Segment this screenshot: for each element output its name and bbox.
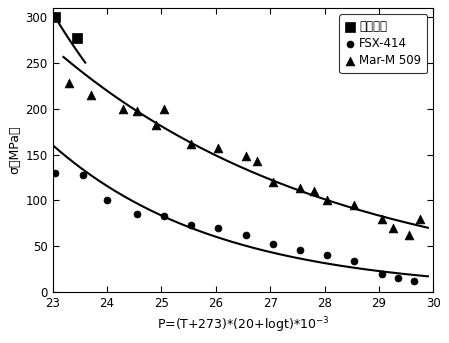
Mar-M 509 bbox=[215, 145, 222, 151]
发明合金 bbox=[52, 15, 59, 20]
FSX-414 bbox=[394, 275, 401, 281]
FSX-414 bbox=[269, 241, 277, 247]
FSX-414 bbox=[378, 272, 385, 277]
Mar-M 509 bbox=[87, 92, 94, 98]
FSX-414 bbox=[215, 225, 222, 230]
Mar-M 509 bbox=[188, 141, 195, 146]
FSX-414 bbox=[296, 247, 304, 252]
FSX-414 bbox=[160, 213, 167, 218]
Legend: 发明合金, FSX-414, Mar-M 509: 发明合金, FSX-414, Mar-M 509 bbox=[339, 14, 427, 73]
Y-axis label: σ（MPa）: σ（MPa） bbox=[9, 126, 22, 174]
FSX-414 bbox=[242, 232, 249, 238]
Mar-M 509 bbox=[296, 186, 304, 191]
FSX-414 bbox=[103, 198, 110, 203]
发明合金 bbox=[74, 35, 81, 40]
Mar-M 509 bbox=[416, 216, 423, 221]
Mar-M 509 bbox=[160, 106, 167, 111]
Mar-M 509 bbox=[351, 202, 358, 208]
Mar-M 509 bbox=[269, 179, 277, 185]
Mar-M 509 bbox=[242, 154, 249, 159]
Mar-M 509 bbox=[133, 108, 141, 114]
Mar-M 509 bbox=[389, 225, 396, 230]
Mar-M 509 bbox=[66, 81, 73, 86]
Mar-M 509 bbox=[324, 198, 331, 203]
Mar-M 509 bbox=[152, 122, 159, 128]
FSX-414 bbox=[324, 252, 331, 258]
FSX-414 bbox=[79, 172, 86, 177]
FSX-414 bbox=[351, 259, 358, 264]
FSX-414 bbox=[188, 222, 195, 228]
FSX-414 bbox=[411, 278, 418, 283]
Mar-M 509 bbox=[378, 216, 385, 221]
FSX-414 bbox=[133, 211, 141, 217]
FSX-414 bbox=[52, 170, 59, 176]
Mar-M 509 bbox=[253, 158, 260, 164]
X-axis label: P=(T+273)*(20+logt)*10$^{-3}$: P=(T+273)*(20+logt)*10$^{-3}$ bbox=[157, 315, 329, 335]
Mar-M 509 bbox=[120, 106, 127, 111]
Mar-M 509 bbox=[405, 232, 413, 238]
Mar-M 509 bbox=[310, 188, 317, 194]
